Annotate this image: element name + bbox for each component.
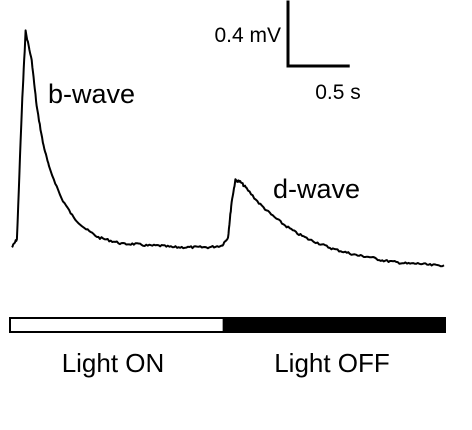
stimulus-light-off-segment: [222, 317, 446, 333]
scale-bar-voltage-label: 0.4 mV: [214, 24, 281, 47]
stimulus-light-off-label: Light OFF: [274, 348, 390, 378]
stimulus-light-on-segment: [9, 317, 225, 333]
stimulus-bar: [9, 317, 446, 333]
stimulus-light-on-label: Light ON: [62, 348, 165, 378]
scale-bar: 0.4 mV 0.5 s: [214, 0, 361, 104]
annotation-b-wave: b-wave: [48, 79, 135, 109]
trace-layer: [11, 29, 445, 268]
series-line-erg-trace: [11, 29, 445, 268]
annotation-d-wave: d-wave: [273, 174, 360, 204]
scale-bar-time-label: 0.5 s: [315, 81, 361, 104]
